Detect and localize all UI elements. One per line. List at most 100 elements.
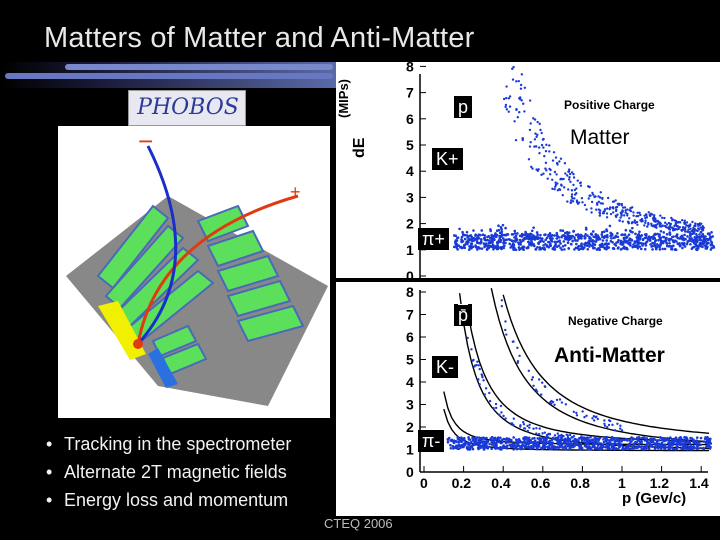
data-point (505, 445, 509, 448)
data-point (598, 436, 602, 440)
data-point (589, 435, 592, 439)
data-point (559, 178, 562, 181)
data-point (609, 441, 612, 445)
data-point (654, 245, 657, 248)
data-point (646, 225, 649, 228)
data-point (653, 437, 656, 441)
data-point (512, 448, 515, 451)
positive-charge-plot: 0 1 2 3 4 5 6 7 8 (MIPs) Positive Charge Matter (336, 58, 720, 284)
data-point (576, 239, 579, 242)
data-point (527, 445, 531, 448)
data-point (640, 234, 643, 237)
y-tick-label: 4 (406, 163, 414, 179)
data-point (530, 229, 534, 233)
data-point (654, 446, 658, 449)
data-point (479, 240, 483, 244)
data-point (653, 232, 657, 236)
data-point (616, 231, 619, 235)
data-point (528, 426, 531, 429)
data-point (498, 231, 502, 235)
data-point (614, 199, 617, 202)
data-point (681, 226, 685, 229)
data-point (592, 193, 595, 196)
data-point (571, 197, 574, 200)
data-point (553, 445, 557, 449)
data-point (549, 441, 553, 444)
data-point (513, 236, 516, 239)
label-antiproton: p̄ (454, 304, 473, 326)
data-point (612, 200, 616, 203)
data-point (590, 438, 594, 441)
data-point (497, 438, 500, 442)
data-point (653, 214, 656, 217)
data-point (493, 245, 496, 249)
minus-sign: − (138, 126, 153, 156)
data-point (659, 240, 663, 243)
data-point (542, 244, 545, 247)
data-point (588, 245, 591, 248)
data-point (547, 245, 551, 249)
data-point (512, 436, 515, 439)
data-point (709, 236, 713, 239)
data-point (601, 239, 605, 242)
data-point (541, 436, 545, 440)
data-point (478, 383, 481, 386)
data-point (532, 117, 535, 120)
data-point (455, 246, 458, 249)
data-point (602, 210, 605, 214)
data-point (589, 448, 593, 451)
track-negative (136, 145, 178, 346)
data-point (622, 240, 625, 243)
data-point (539, 393, 543, 396)
bullet-item: • Tracking in the spectrometer (46, 434, 292, 454)
data-point (502, 239, 506, 243)
data-point (658, 438, 661, 442)
data-point (455, 444, 458, 447)
data-point (699, 443, 702, 447)
data-point (579, 244, 583, 248)
data-point (601, 197, 604, 200)
data-point (542, 247, 546, 251)
data-point (668, 231, 672, 234)
data-point (460, 235, 464, 239)
data-point (484, 238, 488, 242)
data-point (599, 209, 602, 212)
data-point (509, 439, 513, 442)
data-point (638, 245, 642, 248)
data-point (577, 244, 580, 248)
data-point (477, 241, 481, 245)
data-point (603, 247, 607, 250)
data-point (542, 444, 545, 447)
data-point (700, 234, 704, 237)
data-point (472, 236, 476, 240)
data-point (549, 242, 552, 246)
data-point (568, 447, 572, 450)
data-point (559, 246, 562, 250)
data-point (502, 444, 506, 447)
data-point (592, 415, 596, 418)
data-point (659, 229, 663, 233)
data-point (482, 379, 485, 382)
data-point (632, 211, 635, 214)
data-point (506, 438, 509, 441)
data-point (449, 439, 452, 442)
data-point (494, 447, 497, 450)
data-point (602, 440, 606, 444)
data-point (643, 224, 646, 227)
data-point (625, 239, 628, 243)
data-point (548, 144, 551, 147)
data-point (623, 206, 627, 209)
data-point (519, 83, 523, 87)
data-point (531, 376, 535, 379)
data-point (607, 423, 611, 427)
data-point (616, 235, 620, 239)
data-point (576, 202, 580, 205)
data-point (695, 239, 699, 242)
data-point (595, 203, 599, 206)
data-point (542, 438, 546, 442)
data-point (546, 445, 549, 449)
data-point (693, 230, 696, 234)
data-point (675, 444, 679, 448)
data-point (597, 247, 601, 250)
data-point (455, 440, 458, 444)
